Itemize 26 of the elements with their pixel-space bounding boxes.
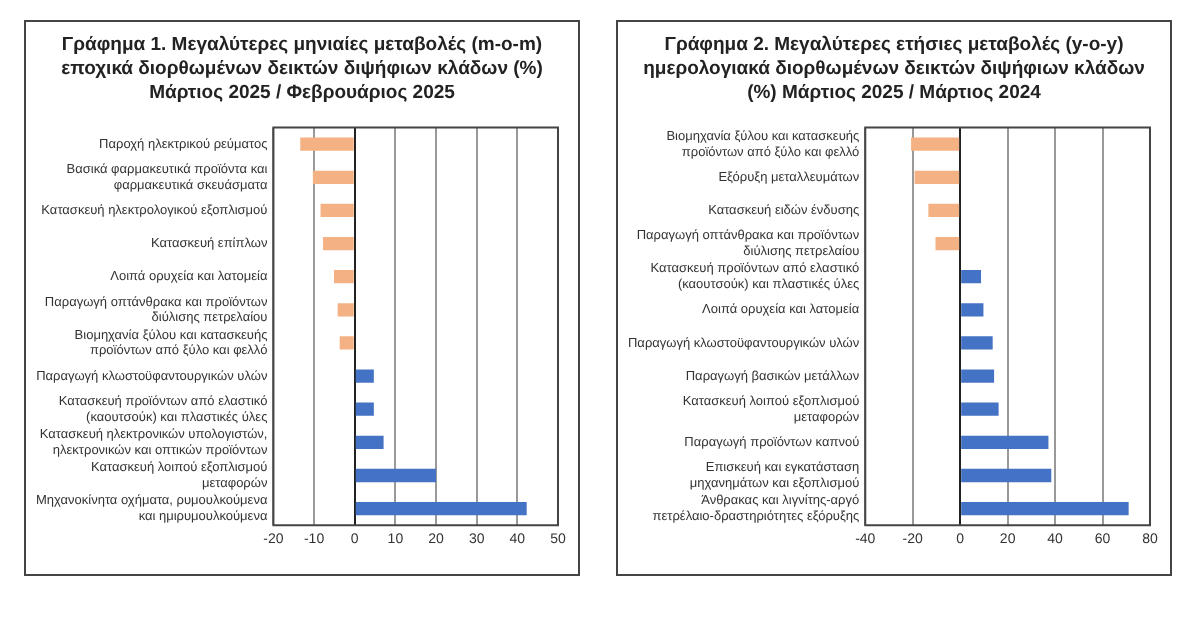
bar [911, 137, 960, 151]
bar [961, 270, 982, 284]
bar [320, 203, 354, 218]
bar [355, 369, 374, 383]
bar [355, 468, 437, 483]
bar [355, 402, 374, 416]
bar [914, 170, 960, 184]
bar [323, 236, 354, 251]
bar [961, 468, 1052, 483]
bar [961, 402, 999, 416]
bar [337, 303, 354, 317]
bar [339, 336, 354, 350]
bar [961, 502, 1129, 516]
bar [961, 303, 984, 317]
bar [300, 137, 354, 151]
bar [961, 369, 995, 383]
bar [334, 270, 354, 284]
bar [961, 435, 1049, 449]
bar [928, 203, 960, 218]
bar [961, 336, 993, 350]
bar [935, 236, 960, 251]
chart-title: Γράφημα 1. Μεγαλύτερες μηνιαίες μεταβολές (m-o-m) εποχικά διορθωμένων δεικτών διψήφιων κλάδων (%) Μάρτιος 2025 / Φεβρουάριος 2025 [59, 34, 545, 106]
bar [355, 502, 527, 516]
chart-title: Γράφημα 2. Μεγαλύτερες ετήσιες μεταβολές (y-o-y) ημερολογιακά διορθωμένων δεικτών διψήφιων κλάδων (%) Μάρτιος 2025 / Μάρτιος 2024 [641, 34, 1147, 106]
bar [312, 170, 354, 184]
bar [355, 435, 384, 449]
